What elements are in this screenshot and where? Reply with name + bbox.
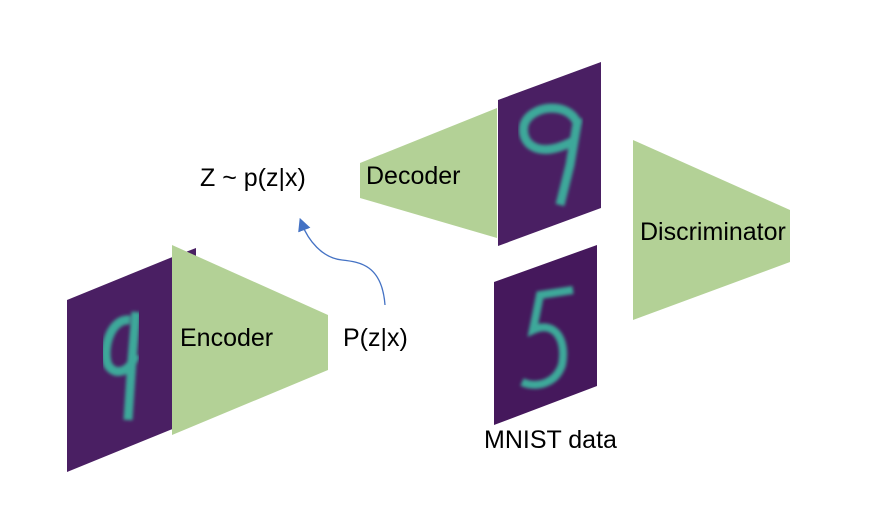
latent-sample-label: Z ~ p(z|x): [200, 164, 306, 192]
posterior-label: P(z|x): [343, 324, 408, 352]
sampling-arrow: [298, 217, 386, 306]
encoder-block: [172, 245, 328, 435]
decoder-block: [360, 108, 497, 238]
discriminator-block: [633, 140, 790, 320]
decoder-label: Decoder: [366, 162, 461, 190]
encoder-label: Encoder: [180, 324, 274, 352]
mnist-image-5: [494, 245, 597, 425]
discriminator-label: Discriminator: [640, 218, 786, 246]
digit-5-stroke: [520, 286, 574, 389]
digit-9-stroke: [519, 103, 583, 207]
digit-9-stroke: [101, 311, 141, 421]
reconstructed-image-9: [498, 62, 601, 246]
mnist-data-label: MNIST data: [484, 426, 617, 454]
